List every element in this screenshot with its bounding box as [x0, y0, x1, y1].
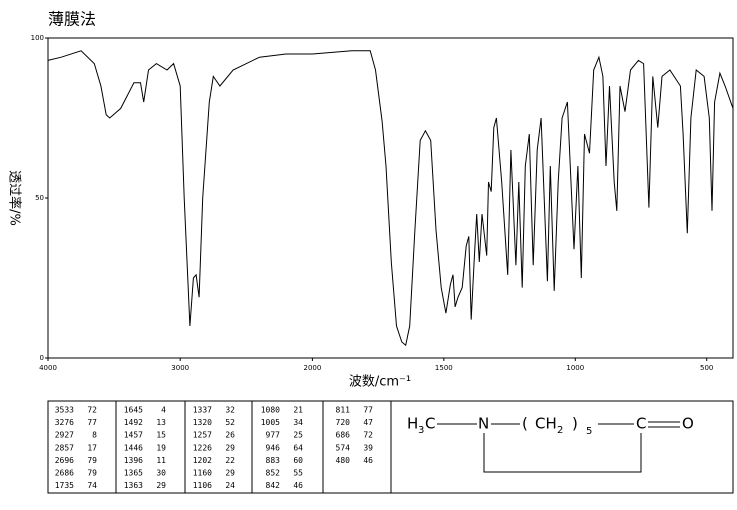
peak-transmittance: 74 — [87, 481, 97, 490]
peak-wavenumber: 1735 — [55, 481, 74, 490]
peak-wavenumber: 480 — [336, 456, 351, 465]
peak-wavenumber: 2686 — [55, 469, 74, 478]
peak-transmittance: 46 — [293, 481, 303, 490]
y-tick-label: 50 — [35, 194, 44, 202]
peak-transmittance: 47 — [363, 418, 373, 427]
subscript: 5 — [586, 426, 592, 437]
atom: C — [636, 415, 646, 433]
y-axis-label: 透过率/% — [7, 170, 23, 226]
peak-transmittance: 17 — [87, 443, 97, 452]
x-tick-label: 2000 — [303, 364, 321, 372]
peak-transmittance: 8 — [92, 431, 97, 440]
peak-transmittance: 46 — [363, 456, 373, 465]
peak-wavenumber: 1160 — [193, 469, 212, 478]
peak-wavenumber: 3276 — [55, 418, 74, 427]
peak-wavenumber: 1005 — [261, 418, 280, 427]
peak-transmittance: 32 — [225, 406, 235, 415]
structure: H 3 C N ( CH 2 ) 5 C O — [407, 415, 694, 473]
peak-wavenumber: 1446 — [124, 443, 143, 452]
x-tick-label: 3000 — [171, 364, 189, 372]
peak-transmittance: 79 — [87, 456, 97, 465]
peak-wavenumber: 1226 — [193, 443, 212, 452]
peak-transmittance: 19 — [156, 443, 166, 452]
peak-transmittance: 21 — [293, 406, 303, 415]
peak-wavenumber: 2927 — [55, 431, 74, 440]
peak-transmittance: 13 — [156, 418, 166, 427]
peak-transmittance: 72 — [363, 431, 373, 440]
peak-transmittance: 77 — [363, 406, 373, 415]
peak-transmittance: 55 — [293, 469, 303, 478]
peak-wavenumber: 1365 — [124, 469, 143, 478]
atom: N — [478, 415, 489, 433]
bracket: ( — [522, 415, 528, 433]
peak-transmittance: 77 — [87, 418, 97, 427]
x-tick-label: 500 — [700, 364, 713, 372]
peak-wavenumber: 1492 — [124, 418, 143, 427]
subscript: 2 — [557, 425, 563, 436]
peak-transmittance: 24 — [225, 481, 235, 490]
peak-transmittance: 79 — [87, 469, 97, 478]
peak-wavenumber: 842 — [266, 481, 281, 490]
y-tick-label: 0 — [40, 354, 44, 362]
atom: C — [425, 415, 435, 433]
peak-wavenumber: 977 — [266, 431, 281, 440]
peak-transmittance: 60 — [293, 456, 303, 465]
bracket: ) — [572, 415, 578, 433]
peak-wavenumber: 686 — [336, 431, 351, 440]
table-dividers — [115, 401, 392, 493]
peak-wavenumber: 3533 — [55, 406, 74, 415]
plot-frame — [47, 37, 734, 359]
x-tick-label: 1000 — [566, 364, 584, 372]
peak-transmittance: 72 — [87, 406, 97, 415]
peak-transmittance: 22 — [225, 456, 235, 465]
y-tick-label: 100 — [31, 34, 44, 42]
atom: CH — [535, 415, 557, 433]
peak-transmittance: 39 — [363, 443, 373, 452]
peak-wavenumber: 1106 — [193, 481, 212, 490]
peak-wavenumber: 1396 — [124, 456, 143, 465]
peak-transmittance: 29 — [225, 469, 235, 478]
subscript: 3 — [418, 425, 424, 436]
peak-wavenumber: 1337 — [193, 406, 212, 415]
peak-transmittance: 15 — [156, 431, 166, 440]
peak-transmittance: 26 — [225, 431, 235, 440]
peak-wavenumber: 883 — [266, 456, 281, 465]
chart-title: 薄膜法 — [48, 10, 96, 29]
peak-transmittance: 29 — [225, 443, 235, 452]
peak-wavenumber: 720 — [336, 418, 351, 427]
ring-bond — [483, 433, 642, 473]
peak-wavenumber: 852 — [266, 469, 281, 478]
peak-transmittance: 11 — [156, 456, 166, 465]
peak-wavenumber: 2696 — [55, 456, 74, 465]
peak-wavenumber: 946 — [266, 443, 281, 452]
peak-wavenumber: 1202 — [193, 456, 212, 465]
peak-wavenumber: 811 — [336, 406, 351, 415]
peak-wavenumber: 1257 — [193, 431, 212, 440]
peak-transmittance: 64 — [293, 443, 303, 452]
peak-transmittance: 29 — [156, 481, 166, 490]
peak-wavenumber: 1080 — [261, 406, 280, 415]
peak-transmittance: 30 — [156, 469, 166, 478]
peak-wavenumber: 1645 — [124, 406, 143, 415]
peak-wavenumber: 2857 — [55, 443, 74, 452]
atom: H — [407, 415, 418, 433]
atom: O — [682, 415, 694, 433]
peak-transmittance: 4 — [161, 406, 166, 415]
x-tick-label: 4000 — [39, 364, 57, 372]
spectrum-line — [47, 50, 734, 347]
peak-transmittance: 52 — [225, 418, 235, 427]
peak-wavenumber: 1457 — [124, 431, 143, 440]
x-tick-label: 1500 — [435, 364, 453, 372]
peak-wavenumber: 1363 — [124, 481, 143, 490]
peak-wavenumber: 1320 — [193, 418, 212, 427]
peak-transmittance: 34 — [293, 418, 303, 427]
x-axis-label: 波数/cm⁻¹ — [349, 375, 411, 390]
peak-transmittance: 25 — [293, 431, 303, 440]
peak-wavenumber: 574 — [336, 443, 351, 452]
